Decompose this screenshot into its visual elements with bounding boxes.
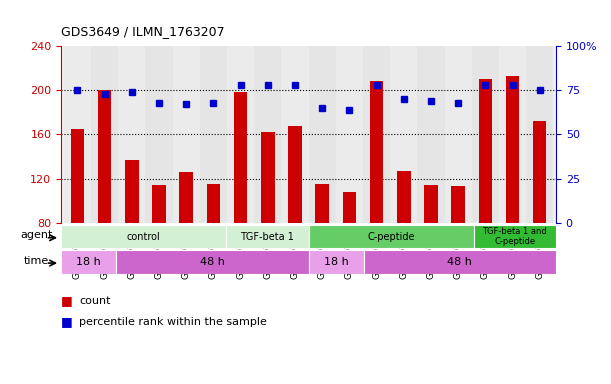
Bar <box>145 46 172 223</box>
Bar <box>309 250 364 274</box>
Text: time: time <box>24 256 49 266</box>
Bar <box>474 225 556 248</box>
Bar <box>364 250 556 274</box>
Bar <box>315 184 329 311</box>
Bar <box>478 79 492 311</box>
Bar <box>363 46 390 223</box>
Text: agent: agent <box>20 230 53 240</box>
Bar <box>152 185 166 311</box>
Text: ■: ■ <box>61 315 73 328</box>
Bar <box>506 76 519 311</box>
Bar <box>424 185 437 311</box>
Bar <box>288 126 302 311</box>
Bar <box>234 93 247 311</box>
Bar <box>261 132 274 311</box>
Text: ■: ■ <box>61 294 73 307</box>
Text: C-peptide: C-peptide <box>367 232 415 242</box>
Bar <box>172 46 200 223</box>
Text: TGF-beta 1 and
C-peptide: TGF-beta 1 and C-peptide <box>483 227 547 246</box>
Bar <box>91 46 118 223</box>
Bar <box>309 225 474 248</box>
Bar <box>98 90 111 311</box>
Bar <box>200 46 227 223</box>
Bar <box>526 46 554 223</box>
Bar <box>125 160 139 311</box>
Bar <box>309 46 336 223</box>
Text: TGF-beta 1: TGF-beta 1 <box>240 232 295 242</box>
Text: percentile rank within the sample: percentile rank within the sample <box>79 317 267 327</box>
Text: control: control <box>126 232 161 242</box>
Text: count: count <box>79 296 111 306</box>
Bar <box>61 250 116 274</box>
Bar <box>64 46 91 223</box>
Bar <box>336 46 363 223</box>
Bar <box>452 186 465 311</box>
Bar <box>533 121 546 311</box>
Text: 48 h: 48 h <box>447 257 472 267</box>
Bar <box>472 46 499 223</box>
Bar <box>417 46 445 223</box>
Bar <box>397 171 411 311</box>
Bar <box>370 81 383 311</box>
Bar <box>499 46 526 223</box>
Bar <box>445 46 472 223</box>
Bar <box>71 129 84 311</box>
Bar <box>118 46 145 223</box>
Text: GDS3649 / ILMN_1763207: GDS3649 / ILMN_1763207 <box>61 25 225 38</box>
Bar <box>226 225 309 248</box>
Bar <box>254 46 281 223</box>
Bar <box>180 172 193 311</box>
Bar <box>343 192 356 311</box>
Bar <box>116 250 309 274</box>
Text: 48 h: 48 h <box>200 257 225 267</box>
Text: 18 h: 18 h <box>76 257 101 267</box>
Bar <box>281 46 309 223</box>
Text: 18 h: 18 h <box>324 257 348 267</box>
Bar <box>227 46 254 223</box>
Bar <box>61 225 226 248</box>
Bar <box>207 184 220 311</box>
Bar <box>390 46 417 223</box>
